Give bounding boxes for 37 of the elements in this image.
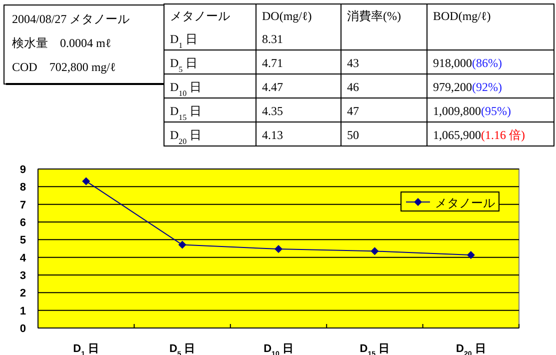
y-tick-label: 3 — [20, 270, 26, 282]
y-tick-label: 5 — [20, 234, 26, 247]
text: 1,009,800(95%) — [433, 104, 511, 118]
text: 50 — [347, 128, 359, 142]
text: 2004/08/27 メタノール — [12, 12, 130, 26]
legend-label: メタノール — [435, 196, 495, 210]
y-tick-label: 9 — [20, 164, 26, 176]
text: 979,200(92%) — [433, 80, 502, 94]
y-tick-label: 0 — [20, 323, 26, 335]
legend: メタノール — [400, 192, 500, 212]
text: メタノール — [170, 9, 230, 23]
category-label: D$_{10}$ 日 — [170, 80, 202, 98]
text: 47 — [347, 104, 359, 118]
text: 消費率(%) — [347, 9, 401, 23]
text: 4.13 — [262, 128, 283, 142]
category-label: D$_{20}$ 日 — [170, 128, 202, 146]
text: 4.35 — [262, 104, 283, 118]
text: COD 702,800 mg/ℓ — [12, 60, 116, 74]
text: 検水量 0.0004 mℓ — [12, 36, 112, 50]
text: 4.71 — [262, 56, 283, 70]
y-tick-label: 2 — [20, 288, 26, 300]
category-label: D$_{15}$ 日 — [170, 104, 202, 122]
y-tick-label: 4 — [20, 252, 27, 264]
text: 43 — [347, 56, 359, 70]
y-tick-label: 6 — [20, 217, 26, 229]
text: 918,000(86%) — [433, 56, 502, 70]
text: 46 — [347, 80, 359, 94]
text: 4.47 — [262, 80, 283, 94]
y-tick-label: 7 — [20, 199, 26, 212]
text: BOD(mg/ℓ) — [433, 9, 491, 23]
category-label: D$_{1}$ 日 — [170, 32, 198, 50]
text: 8.31 — [262, 32, 283, 46]
text: DO(mg/ℓ) — [262, 9, 312, 23]
category-label: D$_{5}$ 日 — [170, 56, 198, 74]
y-tick-label: 8 — [20, 182, 26, 194]
text: 1,065,900(1.16 倍) — [433, 128, 525, 142]
y-tick-label: 1 — [20, 305, 26, 318]
